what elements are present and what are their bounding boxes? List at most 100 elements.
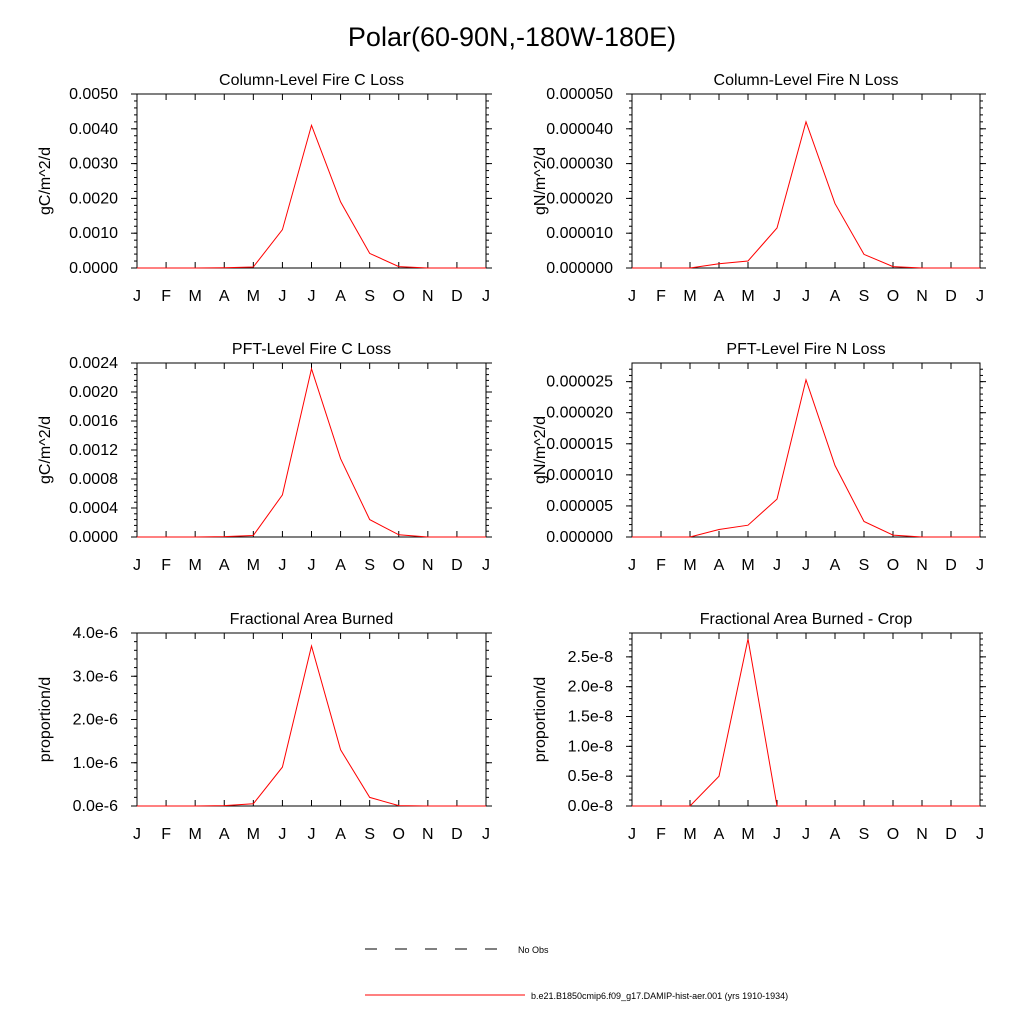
x-tick-label: J	[976, 288, 984, 305]
x-tick-label: J	[133, 826, 141, 843]
series-line-1	[137, 644, 486, 807]
x-tick-label: A	[714, 288, 725, 305]
y-tick-label: 0.000040	[546, 121, 613, 138]
y-tick-label: 0.0000	[69, 260, 118, 277]
x-tick-label: J	[133, 288, 141, 305]
x-tick-label: S	[859, 288, 870, 305]
x-tick-label: M	[189, 557, 202, 574]
y-tick-label: 0.000010	[546, 467, 613, 484]
x-tick-label: N	[422, 288, 434, 305]
y-tick-label: 0.0010	[69, 225, 118, 242]
y-tick-label: 0.000050	[546, 86, 613, 103]
y-tick-label: 1.0e-8	[568, 738, 613, 755]
x-tick-label: N	[422, 557, 434, 574]
x-tick-label: D	[945, 288, 957, 305]
x-tick-label: J	[628, 288, 636, 305]
x-tick-label: M	[189, 288, 202, 305]
panel-title: Column-Level Fire C Loss	[219, 72, 404, 89]
y-tick-label: 0.0004	[69, 500, 118, 517]
panel-title: PFT-Level Fire C Loss	[232, 341, 391, 358]
y-tick-label: 0.0008	[69, 471, 118, 488]
x-tick-label: J	[308, 557, 316, 574]
x-tick-label: M	[741, 557, 754, 574]
figure-title: Polar(60-90N,-180W-180E)	[347, 22, 677, 52]
y-tick-label: 1.5e-8	[568, 709, 613, 726]
chart-panel-6: Fractional Area Burned - Crop proportion/…	[532, 611, 986, 843]
x-tick-label: A	[219, 288, 230, 305]
y-tick-label: 0.000025	[546, 374, 613, 391]
y-tick-label: 2.0e-8	[568, 679, 613, 696]
y-tick-label: 1.0e-6	[73, 755, 118, 772]
x-tick-label: J	[482, 826, 490, 843]
y-tick-label: 0.0030	[69, 156, 118, 173]
x-tick-label: O	[887, 557, 899, 574]
x-tick-label: J	[773, 557, 781, 574]
y-tick-label: 0.000000	[546, 529, 613, 546]
y-tick-label: 2.5e-8	[568, 649, 613, 666]
legend: No Obs b.e21.B1850cmip6.f09_g17.DAMIP-hi…	[365, 945, 788, 1001]
x-tick-label: N	[422, 826, 434, 843]
y-tick-label: 0.0e-8	[568, 798, 613, 815]
y-tick-label: 0.0020	[69, 190, 118, 207]
series-line-1	[137, 366, 486, 538]
y-tick-label: 0.0050	[69, 86, 118, 103]
x-tick-label: A	[830, 826, 841, 843]
y-axis-label: proportion/d	[37, 677, 54, 762]
y-tick-label: 0.0000	[69, 529, 118, 546]
y-tick-label: 0.000015	[546, 436, 613, 453]
x-tick-label: A	[335, 557, 346, 574]
x-tick-label: D	[451, 288, 463, 305]
y-tick-label: 0.0020	[69, 384, 118, 401]
panel-title: Fractional Area Burned	[230, 611, 394, 628]
x-tick-label: A	[830, 557, 841, 574]
y-tick-label: 0.000010	[546, 225, 613, 242]
x-tick-label: M	[683, 557, 696, 574]
x-tick-label: J	[773, 826, 781, 843]
legend-label-no-obs: No Obs	[518, 945, 549, 955]
x-tick-label: M	[247, 557, 260, 574]
x-tick-label: J	[278, 557, 286, 574]
x-tick-label: S	[364, 288, 375, 305]
x-tick-label: M	[247, 288, 260, 305]
x-tick-label: F	[656, 826, 666, 843]
x-tick-label: J	[802, 288, 810, 305]
x-tick-label: S	[859, 557, 870, 574]
x-tick-label: J	[308, 826, 316, 843]
series-line-1	[632, 638, 980, 807]
plot-frame	[136, 93, 487, 269]
y-axis-label: gN/m^2/d	[532, 147, 549, 215]
x-tick-label: J	[802, 557, 810, 574]
y-tick-label: 0.5e-8	[568, 768, 613, 785]
x-tick-label: S	[364, 826, 375, 843]
y-tick-label: 0.000020	[546, 405, 613, 422]
x-tick-label: M	[247, 826, 260, 843]
x-tick-label: F	[161, 557, 171, 574]
panel-title: PFT-Level Fire N Loss	[726, 341, 885, 358]
x-tick-label: D	[945, 557, 957, 574]
x-tick-label: J	[802, 826, 810, 843]
y-tick-label: 2.0e-6	[73, 712, 118, 729]
x-tick-label: J	[482, 288, 490, 305]
x-tick-label: J	[773, 288, 781, 305]
y-tick-label: 3.0e-6	[73, 668, 118, 685]
x-tick-label: M	[683, 826, 696, 843]
x-tick-label: F	[656, 557, 666, 574]
x-tick-label: F	[656, 288, 666, 305]
x-tick-label: J	[628, 826, 636, 843]
x-tick-label: O	[393, 557, 405, 574]
y-tick-label: 4.0e-6	[73, 625, 118, 642]
x-tick-label: M	[741, 288, 754, 305]
y-tick-label: 0.0e-6	[73, 798, 118, 815]
y-tick-label: 0.000005	[546, 498, 613, 515]
x-tick-label: J	[278, 288, 286, 305]
y-tick-label: 0.0024	[69, 355, 118, 372]
y-tick-label: 0.000000	[546, 260, 613, 277]
y-axis-label: gC/m^2/d	[37, 416, 54, 484]
x-tick-label: O	[887, 826, 899, 843]
